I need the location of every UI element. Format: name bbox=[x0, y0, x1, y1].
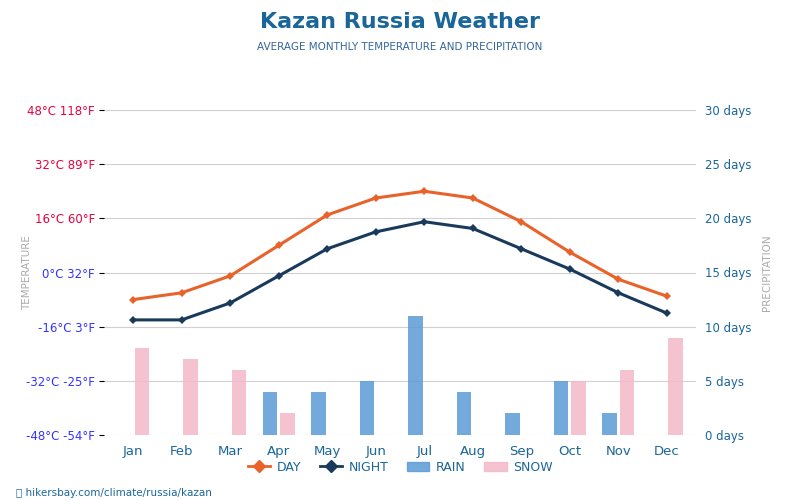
Bar bbox=[183, 359, 198, 435]
Bar bbox=[232, 370, 246, 435]
Text: TEMPERATURE: TEMPERATURE bbox=[22, 235, 32, 310]
Bar bbox=[554, 381, 568, 435]
Bar bbox=[602, 414, 617, 435]
Bar bbox=[408, 316, 423, 435]
Bar bbox=[311, 392, 326, 435]
Bar bbox=[571, 381, 586, 435]
Text: 📍 hikersbay.com/climate/russia/kazan: 📍 hikersbay.com/climate/russia/kazan bbox=[16, 488, 212, 498]
Bar bbox=[506, 414, 520, 435]
Bar bbox=[457, 392, 471, 435]
Text: Kazan Russia Weather: Kazan Russia Weather bbox=[260, 12, 540, 32]
Bar bbox=[280, 414, 294, 435]
Text: AVERAGE MONTHLY TEMPERATURE AND PRECIPITATION: AVERAGE MONTHLY TEMPERATURE AND PRECIPIT… bbox=[258, 42, 542, 52]
Legend: DAY, NIGHT, RAIN, SNOW: DAY, NIGHT, RAIN, SNOW bbox=[242, 456, 558, 479]
Bar bbox=[620, 370, 634, 435]
Bar bbox=[134, 348, 149, 435]
Text: PRECIPITATION: PRECIPITATION bbox=[762, 234, 772, 311]
Bar bbox=[360, 381, 374, 435]
Bar bbox=[262, 392, 278, 435]
Bar bbox=[668, 338, 683, 435]
